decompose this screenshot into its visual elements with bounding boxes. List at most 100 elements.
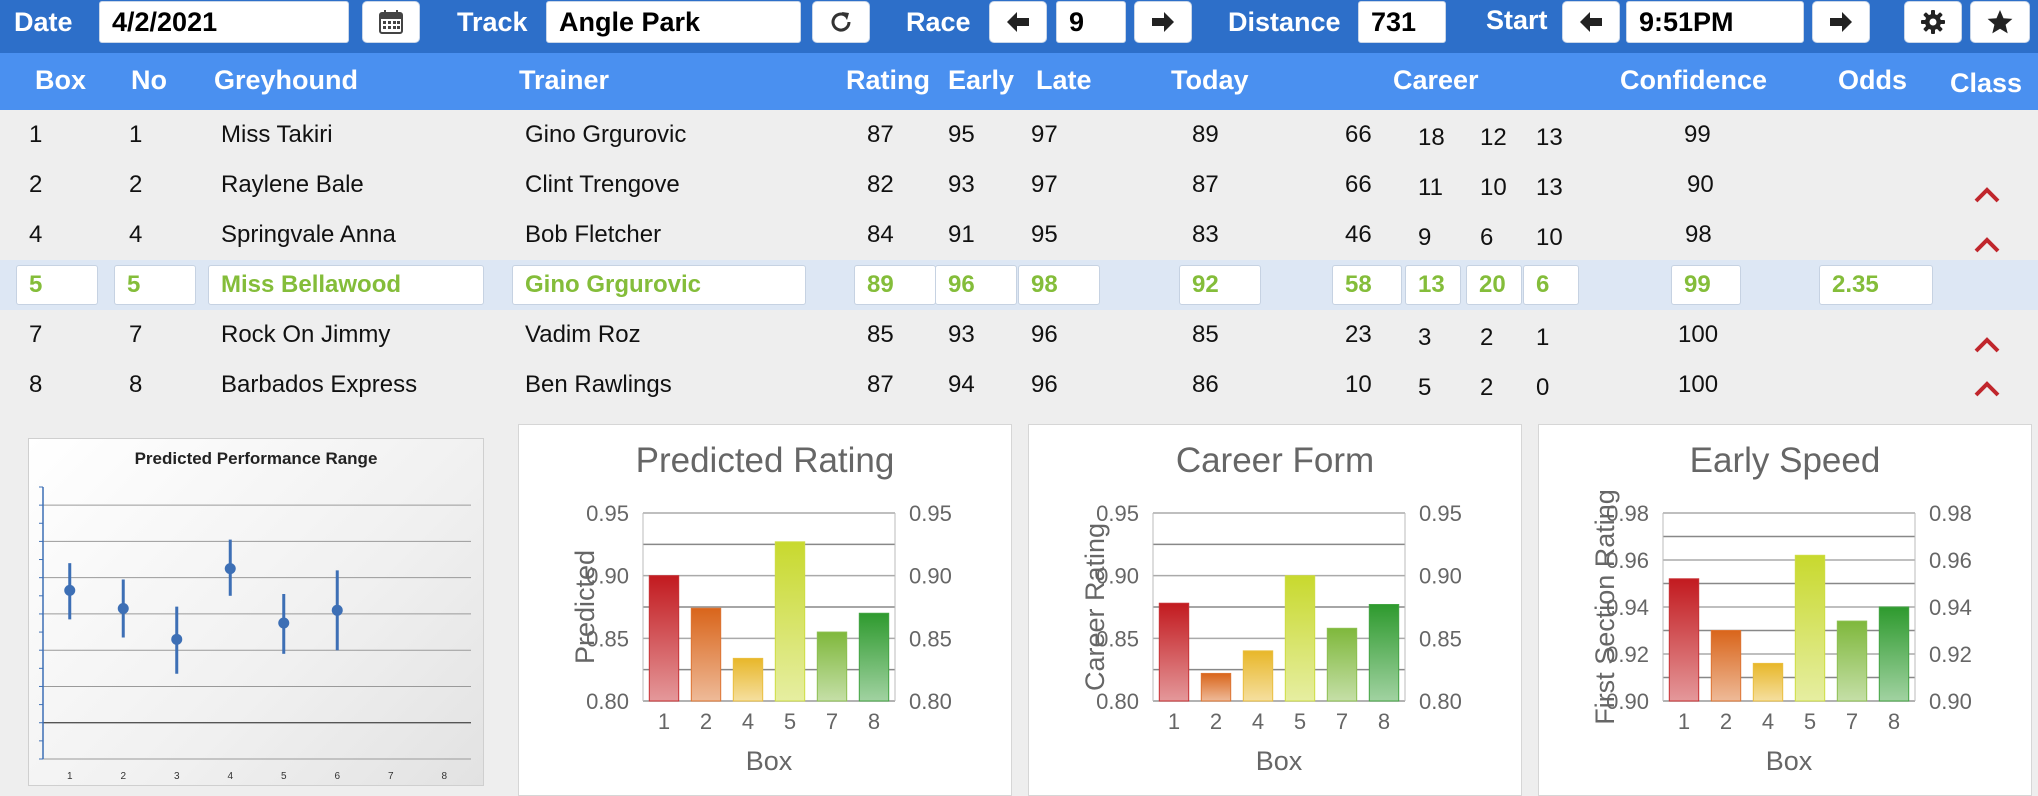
cell-greyhound: Springvale Anna bbox=[221, 221, 396, 248]
y2-tick-label: 0.80 bbox=[1419, 689, 1462, 714]
predicted-rating-chart: 0.80 0.80 0.85 0.85 0.90 0.90 0.95 0.95 1 2 4 5 7 8 Bo… bbox=[570, 501, 952, 776]
cell-today: 86 bbox=[1192, 371, 1219, 398]
performance-range-chart: Predicted Performance Range 1 2 3 4 5 6 7 8 bbox=[28, 438, 484, 786]
y-axis-label: Career Rating bbox=[1080, 523, 1110, 691]
table-row[interactable]: 4 4 Springvale Anna Bob Fletcher 84 91 9… bbox=[0, 210, 2038, 260]
gear-icon bbox=[1921, 10, 1945, 34]
col-today[interactable]: Today bbox=[1171, 65, 1249, 95]
chevron-up-icon bbox=[1974, 237, 2000, 253]
col-career[interactable]: Career bbox=[1393, 65, 1479, 95]
track-input[interactable]: Angle Park bbox=[546, 1, 801, 43]
calendar-icon bbox=[379, 10, 403, 34]
x-tick-label: 7 bbox=[1336, 709, 1348, 734]
cell-box: 2 bbox=[29, 171, 43, 198]
table-row-selected[interactable]: 5 5 Miss Bellawood Gino Grgurovic 89 96 … bbox=[0, 260, 2038, 310]
cell-career: 23 bbox=[1345, 321, 1372, 348]
y2-tick-label: 0.85 bbox=[1419, 626, 1462, 651]
cell-box: 8 bbox=[29, 371, 43, 398]
cell-career-3rd[interactable]: 6 bbox=[1523, 265, 1579, 305]
race-number-input[interactable]: 9 bbox=[1056, 1, 1126, 43]
col-greyhound[interactable]: Greyhound bbox=[214, 65, 359, 95]
calendar-button[interactable] bbox=[362, 1, 420, 43]
x-tick-label: 4 bbox=[227, 771, 233, 782]
cell-career-2nd: 10 bbox=[1480, 174, 1507, 201]
x-tick-label: 2 bbox=[120, 771, 126, 782]
x-tick-label: 1 bbox=[67, 771, 73, 782]
cell-rating: 87 bbox=[867, 121, 894, 148]
race-toolbar: Date 4/2/2021 Track Angle Park Race bbox=[0, 0, 2038, 53]
col-confidence[interactable]: Confidence bbox=[1620, 65, 1768, 95]
x-tick-label: 1 bbox=[1168, 709, 1180, 734]
start-time-input[interactable]: 9:51PM bbox=[1626, 1, 1804, 43]
y-tick-label: 0.90 bbox=[586, 564, 629, 589]
chevron-up-icon bbox=[1974, 381, 2000, 397]
cell-early[interactable]: 96 bbox=[935, 265, 1017, 305]
start-next-button[interactable] bbox=[1812, 1, 1870, 43]
cell-career: 10 bbox=[1345, 371, 1372, 398]
y-tick-label: 0.92 bbox=[1606, 642, 1649, 667]
y-tick-label: 0.85 bbox=[1096, 626, 1139, 651]
chevron-up-icon bbox=[1974, 187, 2000, 203]
col-late[interactable]: Late bbox=[1036, 65, 1092, 95]
bar bbox=[1284, 575, 1316, 702]
cell-no[interactable]: 5 bbox=[114, 265, 196, 305]
col-odds[interactable]: Odds bbox=[1838, 65, 1908, 95]
cell-late: 95 bbox=[1031, 221, 1058, 248]
race-next-button[interactable] bbox=[1134, 1, 1192, 43]
cell-trainer[interactable]: Gino Grgurovic bbox=[512, 265, 806, 305]
cell-late[interactable]: 98 bbox=[1018, 265, 1100, 305]
race-prev-button[interactable] bbox=[989, 1, 1047, 43]
cell-confidence[interactable]: 99 bbox=[1671, 265, 1741, 305]
col-trainer[interactable]: Trainer bbox=[519, 65, 610, 95]
cell-career-1st: 3 bbox=[1418, 324, 1432, 351]
x-tick-label: 2 bbox=[1720, 709, 1732, 734]
x-tick-label: 8 bbox=[1378, 709, 1390, 734]
x-tick-label: 2 bbox=[700, 709, 712, 734]
bar bbox=[858, 612, 890, 702]
table-row[interactable]: 8 8 Barbados Express Ben Rawlings 87 94 … bbox=[0, 360, 2038, 410]
cell-box[interactable]: 5 bbox=[16, 265, 98, 305]
x-tick-label: 1 bbox=[1678, 709, 1690, 734]
col-rating[interactable]: Rating bbox=[846, 65, 930, 95]
table-row[interactable]: 1 1 Miss Takiri Gino Grgurovic 87 95 97 … bbox=[0, 110, 2038, 160]
y-axis-label: First Section Rating bbox=[1590, 489, 1620, 725]
cell-late: 97 bbox=[1031, 121, 1058, 148]
early-speed-chart: 0.90 0.90 0.92 0.92 0.94 0.94 0.96 0.96 0.98 0.98… bbox=[1590, 489, 1972, 776]
col-no[interactable]: No bbox=[131, 65, 167, 95]
runner-table: 1 1 Miss Takiri Gino Grgurovic 87 95 97 … bbox=[0, 110, 2038, 413]
bar bbox=[1710, 630, 1742, 702]
cell-rating[interactable]: 89 bbox=[854, 265, 936, 305]
cell-early: 94 bbox=[948, 371, 975, 398]
start-prev-button[interactable] bbox=[1562, 1, 1620, 43]
cell-career[interactable]: 58 bbox=[1332, 265, 1402, 305]
cell-career: 46 bbox=[1345, 221, 1372, 248]
distance-input[interactable]: 731 bbox=[1358, 1, 1446, 43]
favorite-button[interactable] bbox=[1970, 1, 2030, 43]
y-tick-label: 0.80 bbox=[1096, 689, 1139, 714]
col-box[interactable]: Box bbox=[35, 65, 87, 95]
cell-odds[interactable]: 2.35 bbox=[1819, 265, 1933, 305]
performance-range-title: Predicted Performance Range bbox=[134, 449, 378, 468]
refresh-icon bbox=[831, 12, 851, 32]
data-point bbox=[64, 584, 76, 596]
cell-career-2nd[interactable]: 20 bbox=[1466, 265, 1522, 305]
table-row[interactable]: 7 7 Rock On Jimmy Vadim Roz 85 93 96 85 … bbox=[0, 310, 2038, 360]
table-row[interactable]: 2 2 Raylene Bale Clint Trengove 82 93 97… bbox=[0, 160, 2038, 210]
bar bbox=[1752, 662, 1784, 702]
x-tick-label: 5 bbox=[1804, 709, 1816, 734]
cell-today: 83 bbox=[1192, 221, 1219, 248]
y2-tick-label: 0.80 bbox=[909, 689, 952, 714]
cell-today[interactable]: 92 bbox=[1179, 265, 1261, 305]
col-class[interactable]: Class bbox=[1950, 68, 2023, 98]
cell-career-1st[interactable]: 13 bbox=[1405, 265, 1461, 305]
y2-tick-label: 0.96 bbox=[1929, 548, 1972, 573]
early-speed-panel: Early Speed 0.90 0.90 0.92 0.92 0.94 0.94 0.96… bbox=[1538, 424, 2032, 796]
y-tick-label: 0.98 bbox=[1606, 501, 1649, 526]
settings-button[interactable] bbox=[1904, 1, 1962, 43]
cell-greyhound[interactable]: Miss Bellawood bbox=[208, 265, 484, 305]
col-early[interactable]: Early bbox=[948, 65, 1015, 95]
arrow-right-icon bbox=[1152, 12, 1174, 32]
refresh-button[interactable] bbox=[812, 1, 870, 43]
date-input[interactable]: 4/2/2021 bbox=[99, 1, 349, 43]
bar bbox=[816, 631, 848, 702]
